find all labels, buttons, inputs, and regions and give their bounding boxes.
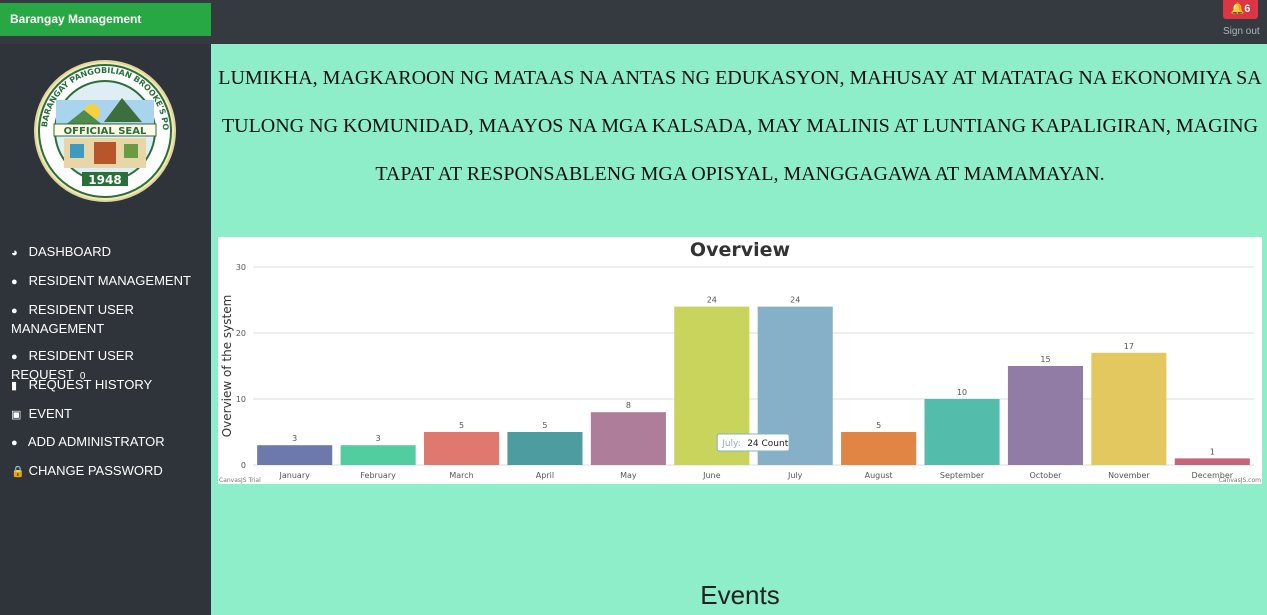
official-seal-logo: BARANGAY PANGOBILIAN BROOKE'S POINT PALA… [34,60,176,202]
y-axis-label: Overview of the system [220,295,234,438]
data-label: 8 [626,401,631,410]
y-tick-label: 20 [236,329,246,338]
data-label: 3 [376,434,381,443]
sidebar-item-resident-user-management[interactable]: ● RESIDENT USER MANAGEMENT [11,301,201,338]
sidebar-item-event[interactable]: ▣ EVENT [11,405,201,424]
users-icon: ● [11,276,18,288]
bar-may [590,412,666,465]
sidebar-item-dashboard[interactable]: ◕ DASHBOARD [11,243,201,262]
dashboard-icon: ◕ [11,247,18,259]
notification-count: 6 [1244,3,1251,15]
sidebar-item-request-history[interactable]: ▮ REQUEST HISTORY [11,376,201,395]
sidebar: BARANGAY PANGOBILIAN BROOKE'S POINT PALA… [0,44,211,615]
bar-october [1007,366,1083,465]
y-tick-label: 30 [236,263,246,272]
notification-button[interactable]: 🔔6 [1223,0,1258,19]
bar-november [1091,352,1167,465]
x-tick-label: October [1029,471,1062,480]
overview-chart[interactable]: Overview Overview of the system 0 10 20 30 3 Ja… [218,237,1262,484]
sidebar-item-label: RESIDENT USER MANAGEMENT [11,302,134,336]
x-tick-label: November [1108,471,1150,480]
y-tick-label: 10 [236,395,246,404]
sidebar-item-resident-user-request[interactable]: ● RESIDENT USER REQUEST 0 [11,347,201,386]
bar-september [924,399,1000,465]
bell-icon: 🔔 [1230,3,1245,15]
x-tick-label: June [702,471,721,480]
sidebar-item-label: RESIDENT MANAGEMENT [28,273,191,288]
data-label: 10 [957,388,967,397]
data-label: 5 [876,421,881,430]
calendar-icon: ▣ [11,409,22,421]
top-navbar: Barangay Management 🔔6 Sign out [0,0,1267,44]
data-label: 15 [1040,355,1050,364]
credits-right: CanvasJS.com [1219,477,1261,484]
chart-svg: Overview Overview of the system 0 10 20 30 3 Ja… [219,239,1261,484]
seal-year-text: 1948 [88,173,121,187]
users-icon: ● [11,351,18,363]
x-tick-label: February [360,471,396,480]
x-tick-label: January [279,471,311,480]
data-label: 24 [790,296,800,305]
x-tick-label: April [536,471,554,480]
data-label: 1 [1210,447,1215,456]
seal-banner-text: OFFICIAL SEAL [64,126,147,137]
sidebar-item-label: CHANGE PASSWORD [28,463,163,478]
x-tick-label: July [787,471,803,480]
lock-icon: 🔒 [11,466,25,478]
tooltip-category: July: [721,439,741,449]
sign-out-link[interactable]: Sign out [1223,26,1260,37]
sidebar-item-label: DASHBOARD [28,244,111,259]
data-label: 5 [459,421,464,430]
users-icon: ● [11,305,18,317]
sidebar-item-add-administrator[interactable]: ● ADD ADMINISTRATOR [11,433,201,452]
credits-left: CanvasJS Trial [219,477,261,484]
data-label: 17 [1124,342,1134,351]
x-tick-label: December [1192,471,1234,480]
bar-january [257,445,333,465]
x-tick-label: September [940,471,985,480]
sidebar-item-resident-management[interactable]: ● RESIDENT MANAGEMENT [11,272,201,291]
sidebar-item-change-password[interactable]: 🔒 CHANGE PASSWORD [11,462,201,481]
bar-april [507,432,583,465]
tooltip-box [716,433,790,452]
x-tick-label: March [449,471,473,480]
x-tick-label: May [620,471,637,480]
x-tick-label: August [865,471,893,480]
events-heading: Events [700,580,780,610]
sidebar-item-label: ADD ADMINISTRATOR [27,434,165,449]
bar-march [424,432,500,465]
tooltip-value: 24 Count [747,439,789,449]
bar-december [1174,458,1250,465]
request-count-badge: 0 [79,371,86,382]
y-tick-label: 0 [241,461,246,470]
sidebar-item-label: EVENT [28,406,72,421]
barangay-motto: LUMIKHA, MAGKAROON NG MATAAS NA ANTAS NG… [218,67,1262,185]
data-label: 3 [292,434,297,443]
data-label: 24 [707,296,717,305]
file-icon: ▮ [11,380,18,392]
users-icon: ● [11,437,18,449]
brand-title[interactable]: Barangay Management [0,3,211,36]
sidebar-item-label: RESIDENT USER REQUEST [11,348,134,382]
data-label: 5 [542,421,547,430]
bar-august [841,432,917,465]
bar-february [340,445,416,465]
chart-title: Overview [690,239,790,261]
sidebar-item-label: REQUEST HISTORY [28,377,153,392]
